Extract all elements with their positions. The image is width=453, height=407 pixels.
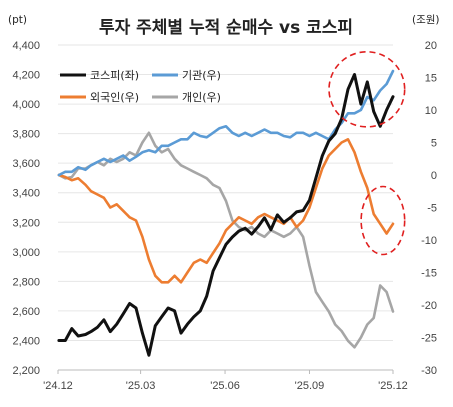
right-axis: 20 15 10 5 0 -5 -10 -15 -20 -25 -30 <box>421 40 437 377</box>
right-tick-label: 20 <box>425 40 437 52</box>
x-tick-label: '24.12 <box>43 380 73 392</box>
series-line-foreign <box>57 138 395 284</box>
left-tick-label: 3,800 <box>12 129 40 141</box>
right-tick-label: 15 <box>425 73 437 85</box>
left-tick-label: 2,400 <box>12 335 40 347</box>
left-tick-label: 4,400 <box>12 40 40 52</box>
left-tick-label: 3,000 <box>12 247 40 259</box>
highlight-ellipse-1 <box>328 50 406 128</box>
right-tick-label: -5 <box>427 203 437 215</box>
left-axis-unit: (pt) <box>8 14 27 26</box>
annotation-layer <box>328 50 406 256</box>
left-tick-label: 3,200 <box>12 217 40 229</box>
x-tick-label: '25.09 <box>295 380 325 392</box>
legend-label: 기관(우) <box>182 69 221 82</box>
legend-label: 개인(우) <box>182 91 221 104</box>
left-tick-label: 2,800 <box>12 276 40 288</box>
left-axis: 2,200 2,400 2,600 2,800 3,000 3,200 3,400 3,600… <box>12 40 40 377</box>
grid-layer <box>58 44 393 371</box>
left-tick-label: 2,200 <box>12 365 40 377</box>
x-tick-label: '25.12 <box>378 380 408 392</box>
right-tick-label: -25 <box>421 333 437 345</box>
legend-label: 코스피(좌) <box>90 69 139 82</box>
left-tick-label: 4,200 <box>12 70 40 82</box>
series-line-individual <box>57 131 395 349</box>
right-tick-label: -20 <box>421 300 437 312</box>
legend-label: 외국인(우) <box>90 91 139 104</box>
right-tick-label: 5 <box>431 138 437 150</box>
right-tick-label: 10 <box>425 105 437 117</box>
x-tick-label: '25.03 <box>126 380 156 392</box>
x-axis: '24.12 '25.03 '25.06 '25.09 '25.12 <box>43 369 408 392</box>
highlight-ellipse-2 <box>360 185 406 256</box>
right-axis-unit: (조원) <box>412 14 440 26</box>
left-tick-label: 3,400 <box>12 188 40 200</box>
chart-title: 투자 주체별 누적 순매수 vs 코스피 <box>99 18 353 38</box>
series-line-kospi <box>57 73 395 357</box>
left-tick-label: 4,000 <box>12 99 40 111</box>
right-tick-label: -30 <box>421 365 437 377</box>
right-tick-label: -10 <box>421 235 437 247</box>
right-tick-label: -15 <box>421 268 437 280</box>
legend: 코스피(좌) 기관(우) 외국인(우) 개인(우) <box>60 69 221 104</box>
right-tick-label: 0 <box>431 170 437 182</box>
left-tick-label: 2,600 <box>12 306 40 318</box>
series-layer <box>57 69 395 357</box>
left-tick-label: 3,600 <box>12 158 40 170</box>
x-tick-label: '25.06 <box>210 380 240 392</box>
